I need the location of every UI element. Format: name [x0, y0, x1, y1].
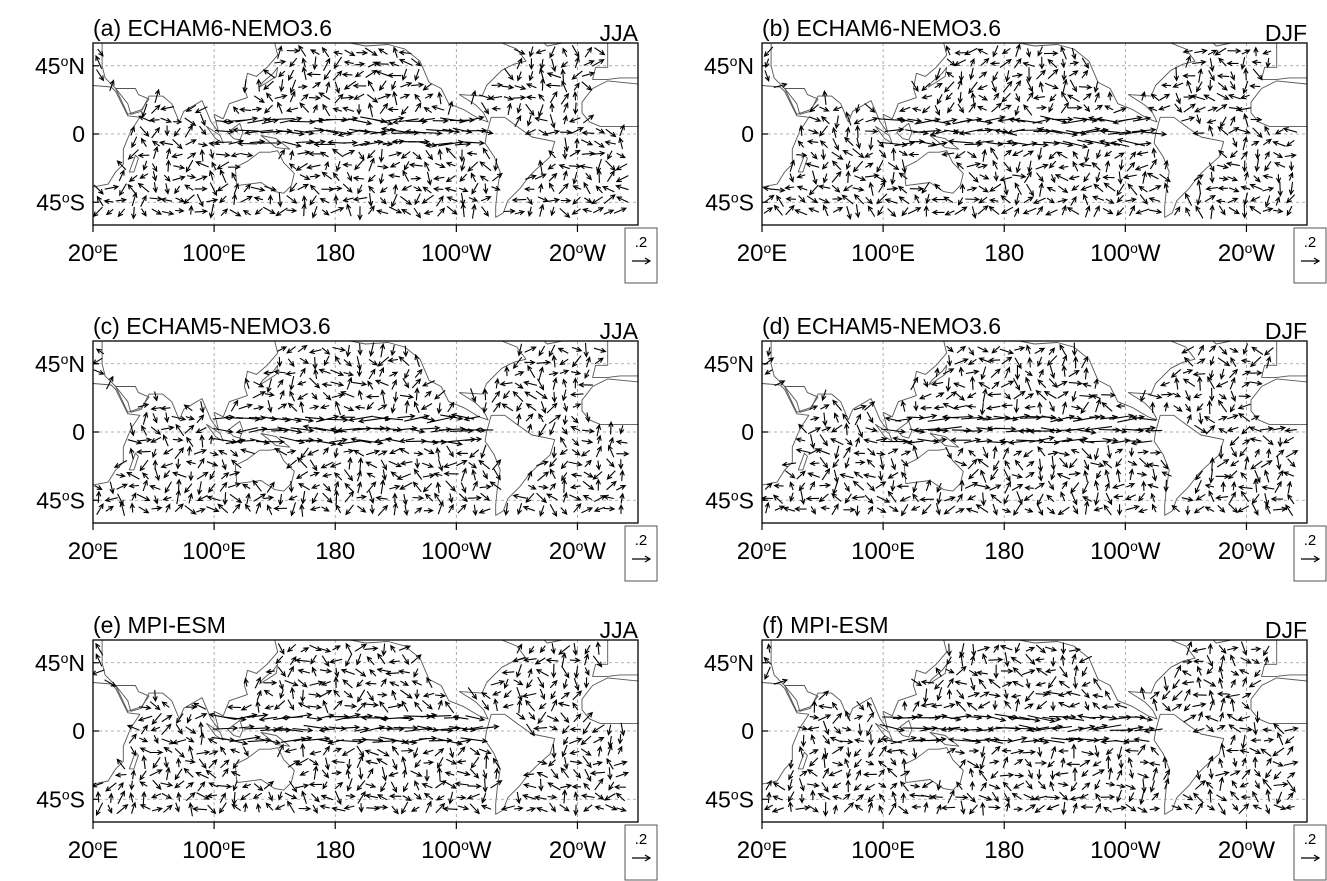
panel-title: (b) ECHAM6-NEMO3.6	[762, 15, 1001, 41]
lon-tick-label: 20oW	[1218, 538, 1276, 565]
reference-vector-value: .2	[635, 234, 648, 251]
lon-tick-label: 20oE	[68, 538, 119, 565]
lon-tick-label: 20oW	[549, 538, 607, 565]
panel-season: DJF	[1265, 20, 1307, 46]
lat-tick-label: 45oS	[36, 487, 85, 513]
panel-season: JJA	[600, 318, 639, 344]
panel-c: (c) ECHAM5-NEMO3.6 JJA 45oN 0 45oS 20oE 100oE 1…	[35, 313, 658, 582]
lat-tick-label: 45oN	[704, 53, 754, 79]
panel-season: DJF	[1265, 617, 1307, 643]
lat-tick-label: 45oS	[705, 786, 754, 812]
panel-d: (d) ECHAM5-NEMO3.6 DJF 45oN 0 45oS 20oE 100oE 1…	[704, 313, 1327, 582]
lat-tick-label: 45oS	[705, 189, 754, 215]
lon-tick-label: 180	[315, 538, 355, 565]
lat-tick-label: 0	[741, 419, 754, 445]
lat-tick-label: 45oN	[35, 351, 85, 377]
wind-vectors	[762, 43, 1298, 221]
panel-season: JJA	[600, 20, 639, 46]
panel-title: (e) MPI-ESM	[93, 612, 226, 638]
lat-tick-label: 45oS	[705, 487, 754, 513]
coastlines	[93, 341, 638, 516]
lon-tick-label: 100oW	[421, 837, 492, 864]
lon-tick-label: 100oW	[1090, 837, 1161, 864]
lat-tick-label: 45oS	[36, 786, 85, 812]
reference-vector-value: .2	[635, 532, 648, 549]
reference-vector-value: .2	[1304, 532, 1317, 549]
lat-tick-label: 45oS	[36, 189, 85, 215]
lon-tick-label: 20oE	[68, 240, 119, 267]
lon-tick-label: 180	[984, 240, 1024, 267]
lon-tick-label: 100oE	[182, 538, 246, 565]
lat-tick-label: 45oN	[704, 650, 754, 676]
lon-tick-label: 100oE	[851, 240, 915, 267]
lon-tick-label: 100oE	[851, 837, 915, 864]
lat-tick-label: 0	[741, 121, 754, 147]
lon-tick-label: 20oW	[1218, 837, 1276, 864]
panel-title: (d) ECHAM5-NEMO3.6	[762, 313, 1001, 339]
reference-vector: .2	[1293, 824, 1327, 881]
lon-tick-label: 100oE	[182, 837, 246, 864]
lon-tick-label: 20oE	[737, 837, 788, 864]
lat-tick-label: 45oN	[35, 53, 85, 79]
lon-tick-label: 20oW	[549, 240, 607, 267]
lat-tick-label: 0	[72, 121, 85, 147]
panel-f: (f) MPI-ESM DJF 45oN 0 45oS 20oE 100oE 180 100oW…	[704, 612, 1327, 881]
lat-tick-label: 0	[741, 718, 754, 744]
lon-tick-label: 20oE	[68, 837, 119, 864]
reference-vector: .2	[1293, 227, 1327, 284]
lon-tick-label: 20oE	[737, 538, 788, 565]
wind-vectors	[93, 44, 629, 221]
wind-vectors	[762, 342, 1299, 517]
lon-tick-label: 20oE	[737, 240, 788, 267]
gridlines	[93, 341, 638, 523]
reference-vector: .2	[624, 824, 658, 881]
coastlines	[93, 640, 638, 815]
lon-tick-label: 100oE	[851, 538, 915, 565]
panel-season: JJA	[600, 617, 639, 643]
lon-tick-label: 100oW	[1090, 240, 1161, 267]
lat-tick-label: 45oN	[704, 351, 754, 377]
panel-title: (f) MPI-ESM	[762, 612, 889, 638]
lon-tick-label: 100oE	[182, 240, 246, 267]
wind-vectors	[763, 640, 1299, 817]
lon-tick-label: 20oW	[1218, 240, 1276, 267]
gridlines	[762, 640, 1307, 822]
reference-vector-value: .2	[1304, 831, 1317, 848]
panel-title: (a) ECHAM6-NEMO3.6	[93, 15, 332, 41]
lon-tick-label: 100oW	[421, 240, 492, 267]
reference-vector: .2	[624, 227, 658, 284]
panel-e: (e) MPI-ESM JJA 45oN 0 45oS 20oE 100oE 180 100oW…	[35, 612, 658, 881]
panel-season: DJF	[1265, 318, 1307, 344]
lon-tick-label: 180	[315, 837, 355, 864]
coastlines	[93, 43, 638, 218]
lon-tick-label: 100oW	[1090, 538, 1161, 565]
reference-vector-value: .2	[1304, 234, 1317, 251]
panel-a: (a) ECHAM6-NEMO3.6 JJA 45oN 0 45oS 20oE 100oE 1…	[35, 15, 658, 284]
panel-b: (b) ECHAM6-NEMO3.6 DJF 45oN 0 45oS 20oE 100oE 1…	[704, 15, 1327, 284]
lat-tick-label: 0	[72, 718, 85, 744]
lon-tick-label: 100oW	[421, 538, 492, 565]
lon-tick-label: 180	[315, 240, 355, 267]
wind-vectors	[93, 342, 630, 517]
lon-tick-label: 180	[984, 538, 1024, 565]
reference-vector: .2	[624, 525, 658, 582]
lat-tick-label: 0	[72, 419, 85, 445]
coastlines	[762, 640, 1307, 815]
reference-vector: .2	[1293, 525, 1327, 582]
reference-vector-value: .2	[635, 831, 648, 848]
lon-tick-label: 20oW	[549, 837, 607, 864]
panel-title: (c) ECHAM5-NEMO3.6	[93, 313, 331, 339]
lon-tick-label: 180	[984, 837, 1024, 864]
wind-vectors	[93, 641, 630, 817]
lat-tick-label: 45oN	[35, 650, 85, 676]
